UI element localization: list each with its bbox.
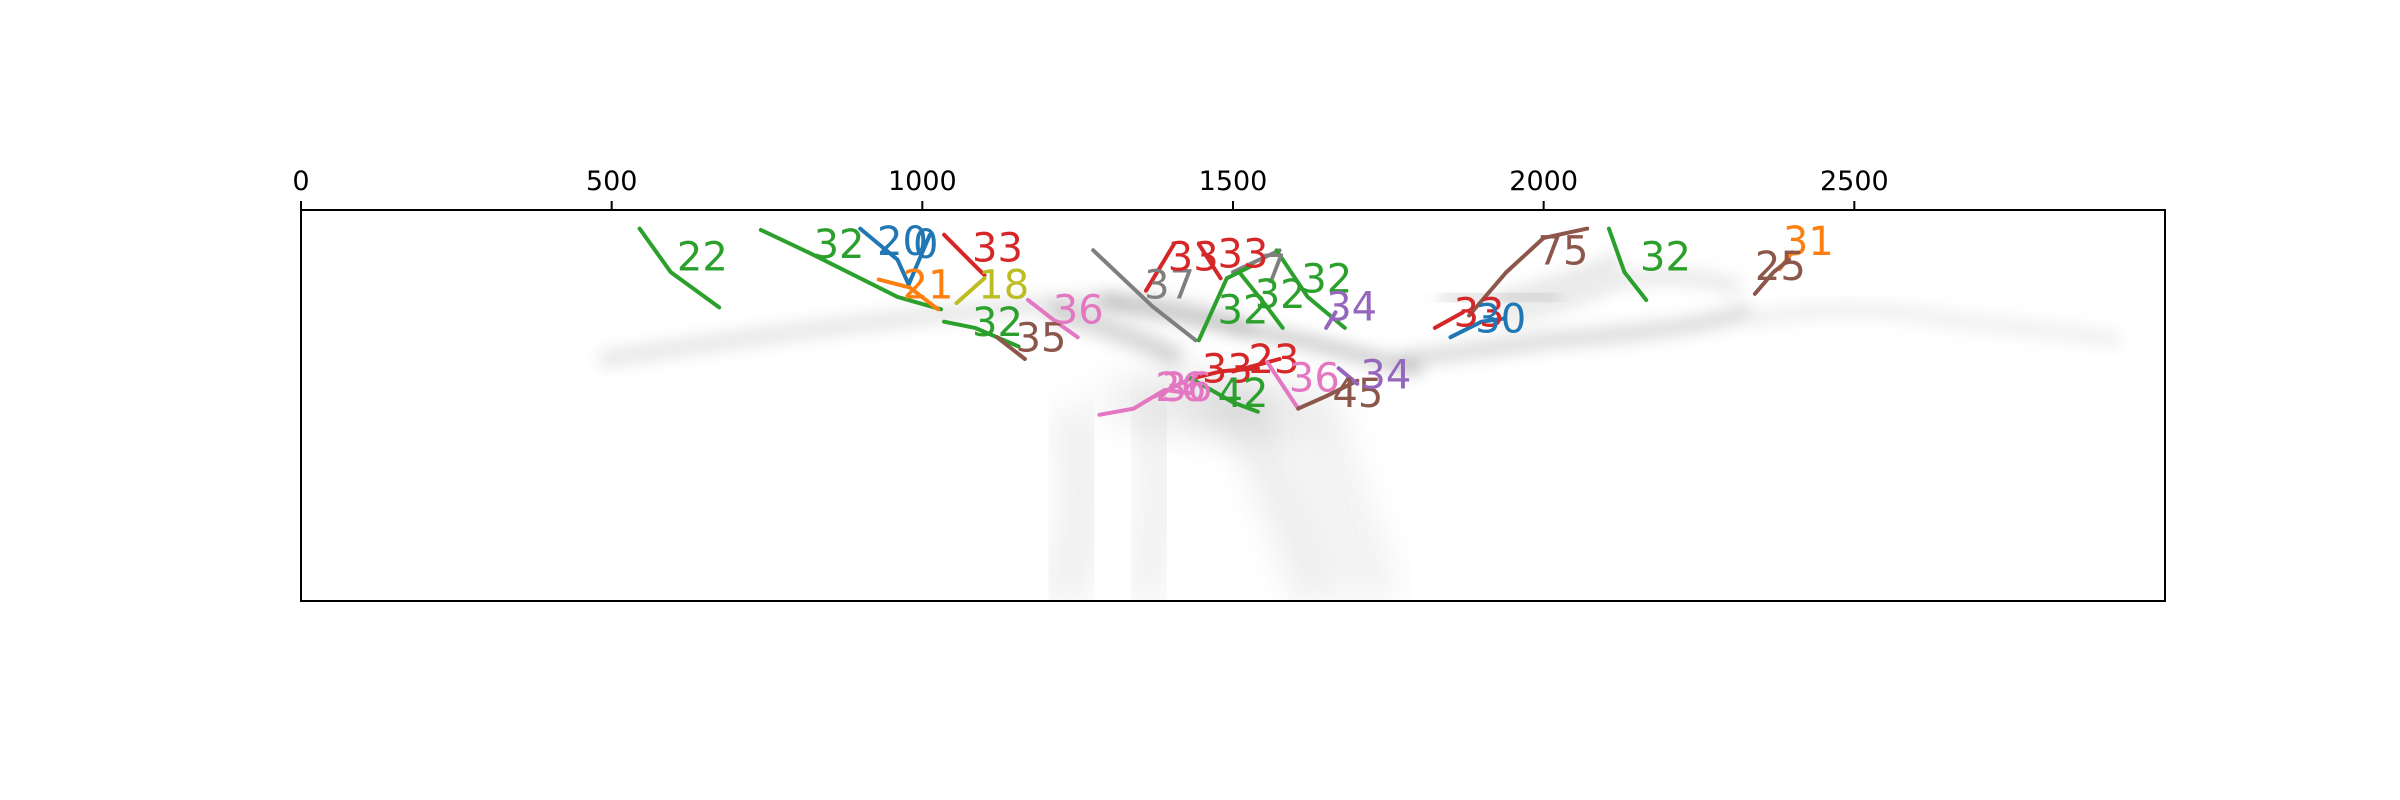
trace-label: 33 xyxy=(1168,235,1219,281)
trace-line xyxy=(1097,388,1192,417)
trace-label: 34 xyxy=(1326,284,1377,330)
trace-line xyxy=(876,277,940,312)
density-image xyxy=(598,251,2121,601)
trace-label: 36 xyxy=(1162,365,1213,411)
trace-label: 30 xyxy=(1475,297,1526,343)
trace-label: 22 xyxy=(677,235,728,281)
trace-label: 45 xyxy=(1332,371,1383,417)
plot-area: 22 32 200213318323536373333732323234332336… xyxy=(300,209,2166,602)
x-tick-label: 1500 xyxy=(1199,166,1268,197)
trace-label: 23 xyxy=(1249,337,1300,383)
trace-label: 33 xyxy=(1218,232,1269,278)
trace-line xyxy=(1231,357,1282,374)
trace-line xyxy=(1231,248,1282,275)
trace-line xyxy=(906,232,932,287)
x-tick-label: 0 xyxy=(292,166,309,197)
trace-label: 32 xyxy=(1218,287,1269,333)
trace-labels: 22 32 200213318323536373333732323234332336… xyxy=(677,219,1834,417)
trace-label: 33 xyxy=(1454,291,1505,337)
trace-line xyxy=(858,226,911,287)
x-axis: 0 500 1000 1500 2000 2500 xyxy=(292,166,1889,210)
trace-line xyxy=(1467,226,1590,318)
trace-line xyxy=(1324,310,1338,330)
trace-line xyxy=(1091,248,1198,343)
trace-line xyxy=(1432,310,1465,330)
trace-line xyxy=(1336,366,1360,386)
trace-line xyxy=(1752,257,1792,296)
trace-label: 25 xyxy=(1755,244,1806,290)
trace-label: 36 xyxy=(1289,356,1340,402)
trace-label: 42 xyxy=(1218,371,1269,417)
trace-line xyxy=(758,227,943,312)
trace-label: 75 xyxy=(1538,228,1589,274)
x-tick-label: 500 xyxy=(586,166,638,197)
trace-line xyxy=(1265,360,1301,411)
trace-label: 7 xyxy=(1261,247,1286,293)
trace-label: 0 xyxy=(913,222,938,268)
trace-label: 32 xyxy=(1255,272,1306,318)
trace-line xyxy=(1196,242,1223,281)
trace-line xyxy=(1196,263,1254,343)
trace-label: 35 xyxy=(1016,315,1067,361)
trace-label: 32 xyxy=(1640,235,1691,281)
x-tick-label: 2000 xyxy=(1509,166,1578,197)
trace-label: 34 xyxy=(1360,353,1411,399)
trace-line xyxy=(1606,226,1649,302)
trace-line xyxy=(954,276,987,306)
trace-line xyxy=(994,335,1027,361)
trace-label: 32 xyxy=(814,222,865,268)
trace-label: 31 xyxy=(1783,219,1834,265)
trace-label: 37 xyxy=(1144,263,1195,309)
trace-line xyxy=(1026,298,1080,340)
trace-label: 33 xyxy=(972,225,1023,271)
trace-series xyxy=(637,226,1795,417)
trace-label: 36 xyxy=(1053,287,1104,333)
trace-line xyxy=(1448,316,1506,340)
x-tick-label: 1000 xyxy=(888,166,957,197)
trace-label: 26 xyxy=(1155,365,1206,411)
trace-line xyxy=(1187,375,1260,414)
trace-line xyxy=(1144,242,1176,293)
trace-label: 18 xyxy=(978,263,1029,309)
trace-line xyxy=(1296,378,1360,411)
trace-line xyxy=(637,226,722,310)
trace-label: 32 xyxy=(972,300,1023,346)
trace-label: 33 xyxy=(1202,346,1253,392)
x-tick-label: 2500 xyxy=(1820,166,1889,197)
trace-line xyxy=(942,232,987,278)
trace-label: 32 xyxy=(1301,256,1352,302)
trace-label: 20 xyxy=(877,219,928,265)
trace-label: 21 xyxy=(903,263,954,309)
trace-line xyxy=(1237,270,1285,330)
